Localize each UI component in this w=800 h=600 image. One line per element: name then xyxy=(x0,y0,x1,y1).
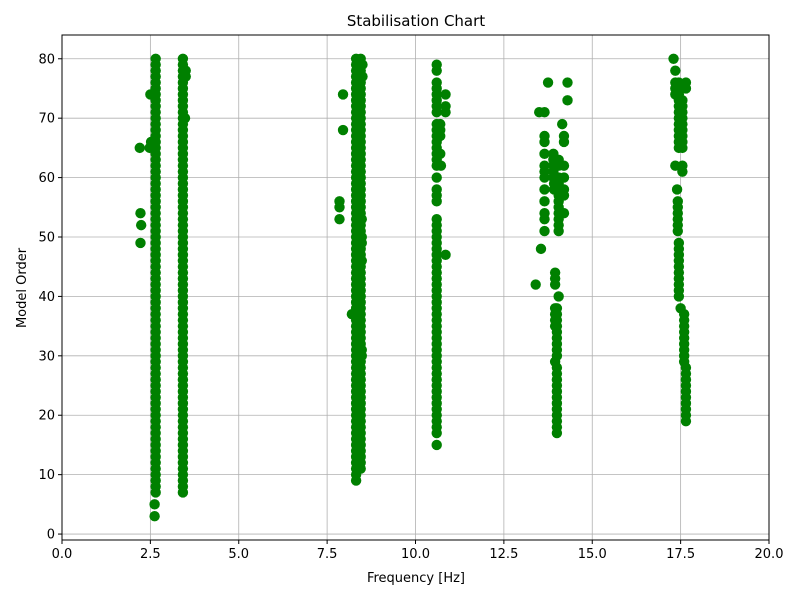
y-tick-label: 40 xyxy=(38,290,55,305)
data-point xyxy=(562,77,573,88)
data-point xyxy=(539,225,550,237)
data-point xyxy=(435,160,447,171)
data-point xyxy=(356,237,367,249)
y-tick-label: 30 xyxy=(38,349,55,364)
data-point xyxy=(677,142,688,154)
x-tick-label: 0.0 xyxy=(52,547,73,562)
y-tick-label: 10 xyxy=(38,468,55,483)
data-point xyxy=(179,112,191,124)
data-point xyxy=(134,142,145,154)
data-point xyxy=(431,439,442,451)
data-point xyxy=(355,463,366,474)
data-point xyxy=(551,427,563,439)
y-tick-label: 60 xyxy=(38,171,55,186)
x-axis-ticks: 0.0 2.5 5.0 7.5 10.0 12.5 15.0 17.5 20.0 xyxy=(52,540,784,562)
data-point xyxy=(558,172,570,183)
data-point xyxy=(149,499,160,510)
y-tick-label: 50 xyxy=(38,231,55,246)
y-tick-label: 0 xyxy=(47,528,55,543)
data-point xyxy=(677,166,688,177)
data-point xyxy=(558,190,570,201)
data-point xyxy=(334,213,345,225)
data-point xyxy=(562,95,573,106)
x-tick-label: 5.0 xyxy=(228,547,249,562)
y-axis-label: Model Order xyxy=(15,247,30,328)
data-point xyxy=(549,279,561,290)
data-point xyxy=(357,59,368,70)
data-point xyxy=(435,130,446,142)
data-point xyxy=(135,237,146,249)
grid xyxy=(61,35,770,540)
data-point xyxy=(539,213,550,225)
data-point xyxy=(671,184,683,195)
data-point xyxy=(356,213,367,225)
data-point xyxy=(431,172,442,183)
data-point xyxy=(440,107,451,118)
x-tick-label: 17.5 xyxy=(666,547,695,562)
x-tick-label: 2.5 xyxy=(140,547,161,562)
data-point xyxy=(150,487,161,498)
data-point xyxy=(539,107,550,118)
x-tick-label: 12.5 xyxy=(489,547,518,562)
data-point xyxy=(431,65,442,76)
data-point xyxy=(530,279,541,290)
data-points xyxy=(134,53,692,522)
data-point xyxy=(558,160,570,171)
data-point xyxy=(149,511,160,522)
x-axis-label: Frequency [Hz] xyxy=(367,571,465,586)
data-point xyxy=(337,89,349,100)
data-point xyxy=(431,107,442,118)
data-point xyxy=(551,350,563,362)
data-point xyxy=(557,118,568,130)
data-point xyxy=(539,148,550,160)
data-point xyxy=(672,225,683,237)
x-tick-label: 20.0 xyxy=(755,547,784,562)
x-tick-label: 15.0 xyxy=(578,547,607,562)
y-tick-label: 70 xyxy=(38,112,55,127)
data-point xyxy=(440,89,451,100)
data-point xyxy=(542,77,554,88)
data-point xyxy=(535,243,547,255)
data-point xyxy=(539,196,550,207)
chart-title: Stabilisation Chart xyxy=(347,12,485,30)
data-point xyxy=(680,415,692,427)
data-point xyxy=(668,53,679,64)
x-tick-label: 7.5 xyxy=(317,547,338,562)
data-point xyxy=(334,202,345,213)
y-tick-label: 20 xyxy=(38,409,55,424)
data-point xyxy=(357,71,368,82)
x-tick-label: 10.0 xyxy=(401,547,430,562)
data-point xyxy=(431,196,442,207)
data-point xyxy=(440,249,451,261)
data-point xyxy=(135,219,147,231)
data-point xyxy=(350,475,362,486)
data-point xyxy=(539,136,550,148)
data-point xyxy=(431,427,442,439)
data-point xyxy=(177,487,189,498)
data-point xyxy=(356,350,367,362)
data-point xyxy=(539,184,550,195)
data-point xyxy=(180,71,191,82)
y-axis-ticks: 0 10 20 30 40 50 60 70 80 xyxy=(38,52,62,543)
data-point xyxy=(680,83,692,94)
data-point xyxy=(356,255,367,266)
data-point xyxy=(435,148,446,160)
data-point xyxy=(135,208,146,219)
data-point xyxy=(558,208,570,219)
y-tick-label: 80 xyxy=(38,52,55,67)
data-point xyxy=(337,124,349,136)
data-point xyxy=(558,136,570,148)
data-point xyxy=(553,225,564,237)
data-point xyxy=(539,172,550,183)
data-point xyxy=(670,65,681,76)
data-point xyxy=(673,291,685,302)
data-point xyxy=(553,291,564,302)
